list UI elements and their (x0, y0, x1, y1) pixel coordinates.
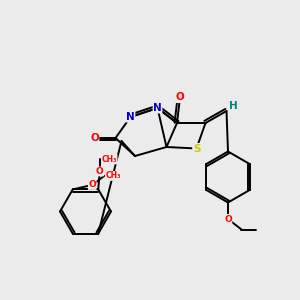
Text: N: N (153, 103, 162, 113)
Text: O: O (224, 214, 232, 224)
Text: CH₃: CH₃ (106, 171, 122, 180)
Text: O: O (88, 180, 96, 189)
Text: O: O (176, 92, 184, 103)
Text: N: N (126, 112, 135, 122)
Text: CH₃: CH₃ (102, 155, 117, 164)
Text: O: O (90, 133, 99, 143)
Text: H: H (229, 100, 238, 111)
Text: S: S (193, 143, 200, 154)
Text: O: O (96, 167, 103, 176)
